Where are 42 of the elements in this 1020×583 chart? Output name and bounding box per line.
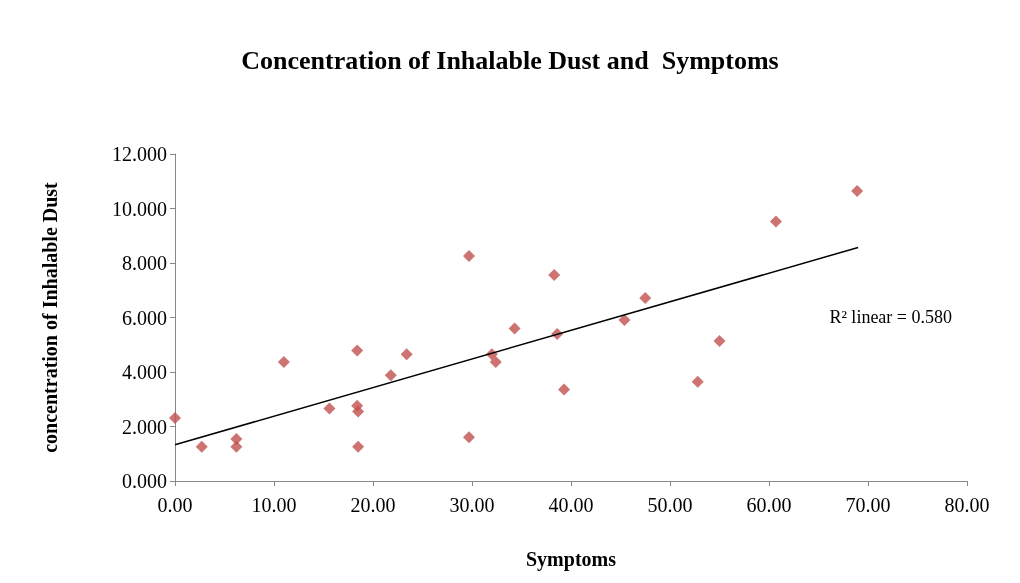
point [463,431,476,444]
point [508,322,521,335]
x-tick-label: 70.00 [845,494,891,516]
point [463,249,476,262]
x-tick-label: 80.00 [944,494,990,516]
point [691,375,704,388]
point [851,185,864,198]
x-tick-label: 30.00 [449,494,495,516]
y-tick-label: 2.000 [122,415,167,438]
point [558,383,571,396]
point [277,355,290,368]
y-tick-label: 10.000 [112,197,167,220]
x-tick-label: 60.00 [746,494,792,516]
point [351,344,364,357]
point [384,369,397,382]
point [352,405,365,418]
point [323,402,336,415]
point [713,334,726,347]
point [195,440,208,453]
x-axis-title: Symptoms [525,548,617,571]
y-tick-label: 4.000 [122,361,167,383]
y-tick-label: 12.000 [112,143,167,165]
point [169,412,181,425]
y-tick-label: 0.000 [122,470,167,492]
x-tick-label: 40.00 [548,494,594,516]
point [400,348,413,361]
chart-title: Concentration of Inhalable Dust and Symptoms [241,45,779,75]
point [618,313,631,326]
point [639,291,652,304]
y-tick-label: 6.000 [122,306,167,329]
y-axis-title: concentration of Inhalable Dust [39,181,61,453]
point [548,268,561,281]
x-tick-label: 20.00 [350,494,396,516]
x-tick-label: 50.00 [647,494,693,516]
point [489,355,502,368]
point [769,215,782,228]
point [230,440,243,453]
x-tick-label: 0.00 [157,494,193,516]
y-tick-label: 8.000 [122,252,167,274]
point [352,440,365,453]
x-tick-label: 10.00 [251,494,297,516]
annotation: R² linear = 0.580 [829,307,952,327]
